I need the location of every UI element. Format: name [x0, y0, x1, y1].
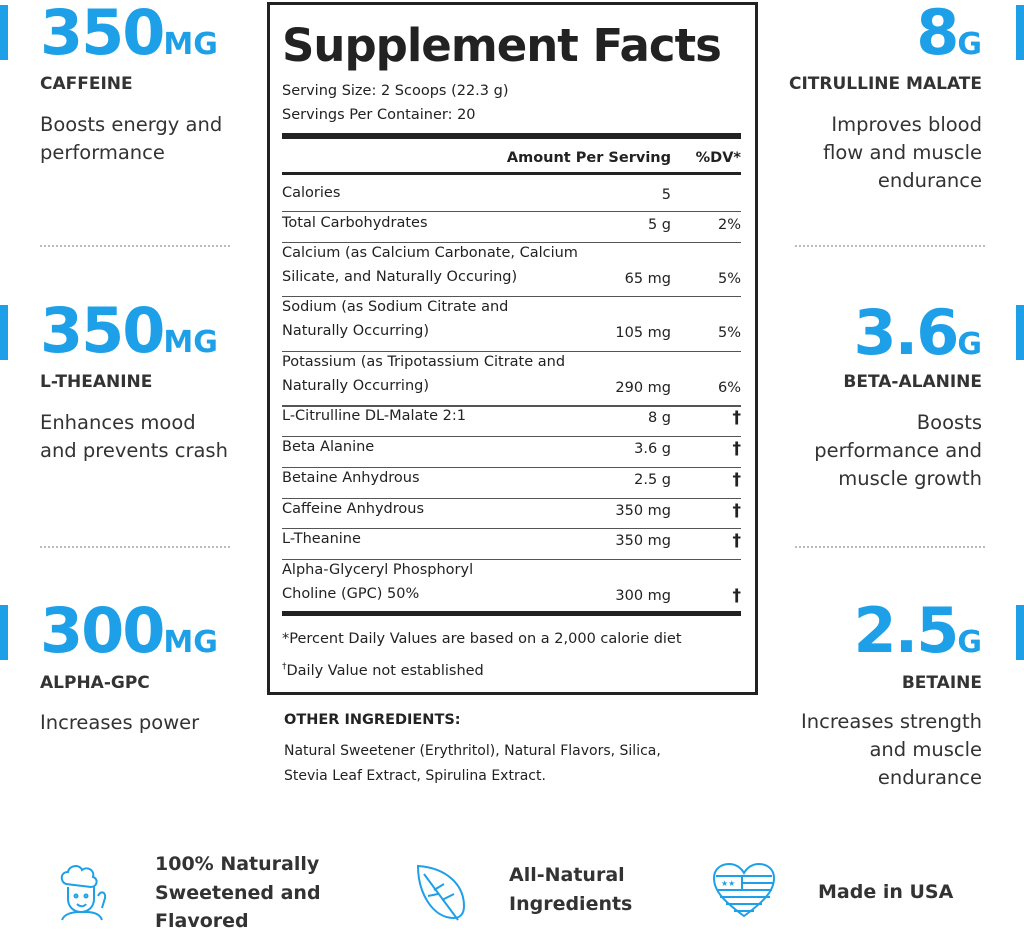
- nutrient-name-cont: Naturally Occurring): [282, 378, 429, 394]
- feature-made-in-usa: Made in USA: [818, 881, 954, 903]
- feature-all-natural: All-Natural Ingredients: [509, 864, 633, 915]
- nutrient-amount: 8 g: [647, 410, 671, 426]
- nutrient-dv: 2%: [717, 217, 741, 233]
- nutrient-amount: 3.6 g: [634, 441, 671, 457]
- row-divider: [282, 498, 741, 499]
- supplement-facts-panel: Supplement Facts Serving Size: 2 Scoops …: [267, 2, 758, 695]
- thick-rule: [282, 611, 741, 616]
- serving-size: Serving Size: 2 Scoops (22.3 g): [282, 83, 509, 99]
- accent-bar: [1016, 305, 1024, 360]
- nutrient-name: Calcium (as Calcium Carbonate, Calcium: [282, 245, 578, 261]
- alpha-gpc-label: ALPHA-GPC: [40, 673, 150, 693]
- accent-bar: [0, 5, 8, 60]
- divider: [795, 245, 985, 247]
- row-divider: [282, 528, 741, 529]
- theanine-amount: 350MG: [40, 294, 218, 367]
- accent-bar: [1016, 5, 1024, 60]
- beta-alanine-label: BETA-ALANINE: [843, 372, 982, 392]
- row-divider: [282, 242, 741, 243]
- accent-bar: [1016, 605, 1024, 660]
- caffeine-desc: Boosts energy and performance: [40, 113, 223, 164]
- thick-rule: [282, 133, 741, 139]
- accent-bar: [0, 305, 8, 360]
- divider: [40, 245, 230, 247]
- betaine-desc: Increases strength and muscle endurance: [800, 710, 982, 789]
- nutrient-amount: 5 g: [647, 217, 671, 233]
- caffeine-amount: 350MG: [40, 0, 218, 69]
- citrulline-desc: Improves blood flow and muscle endurance: [823, 113, 982, 192]
- nutrient-name-cont: Silicate, and Naturally Occuring): [282, 269, 518, 285]
- theanine-label: L-THEANINE: [40, 372, 153, 392]
- nutrient-name: Betaine Anhydrous: [282, 470, 420, 486]
- nutrient-dv: †: [732, 439, 742, 459]
- facts-title: Supplement Facts: [282, 19, 722, 72]
- row-divider: [282, 296, 741, 297]
- nutrient-name: Sodium (as Sodium Citrate and: [282, 299, 509, 315]
- row-divider: [282, 436, 741, 437]
- alpha-gpc-desc: Increases power: [40, 711, 200, 734]
- servings-per-container: Servings Per Container: 20: [282, 107, 476, 123]
- header-dv: %DV*: [695, 150, 741, 166]
- beta-alanine-amount: 3.6G: [853, 296, 982, 369]
- other-ingredients-title: OTHER INGREDIENTS:: [284, 712, 461, 728]
- nutrient-name: L-Citrulline DL-Malate 2:1: [282, 408, 466, 424]
- nutrient-amount: 5: [661, 187, 671, 203]
- other-ingredients-line: Stevia Leaf Extract, Spirulina Extract.: [284, 768, 546, 784]
- nutrient-amount: 2.5 g: [634, 472, 671, 488]
- nutrient-dv: 5%: [717, 325, 741, 341]
- theanine-desc: Enhances mood and prevents crash: [40, 411, 228, 462]
- nutrient-amount: 105 mg: [615, 325, 671, 341]
- nutrient-amount: 350 mg: [615, 503, 671, 519]
- nutrient-name: Potassium (as Tripotassium Citrate and: [282, 354, 566, 370]
- nutrient-dv: †: [732, 470, 742, 490]
- row-divider: [282, 559, 741, 560]
- citrulline-label: CITRULLINE MALATE: [789, 74, 982, 94]
- feature-naturally-sweetened: 100% Naturally Sweetened and Flavored: [155, 853, 321, 932]
- svg-text:★★: ★★: [721, 879, 735, 888]
- chef-icon: [60, 865, 107, 921]
- other-ingredients-line: Natural Sweetener (Erythritol), Natural …: [284, 743, 661, 759]
- row-divider: [282, 405, 741, 407]
- nutrient-name: Alpha-Glyceryl Phosphoryl: [282, 562, 474, 578]
- accent-bar: [0, 605, 8, 660]
- nutrient-dv: †: [732, 501, 742, 521]
- row-divider: [282, 351, 741, 352]
- nutrient-dv: 6%: [717, 380, 741, 396]
- nutrient-dv: †: [732, 531, 742, 551]
- nutrient-amount: 65 mg: [624, 271, 671, 287]
- caffeine-label: CAFFEINE: [40, 74, 133, 94]
- rule: [282, 172, 741, 175]
- footnote-dv: *Percent Daily Values are based on a 2,0…: [282, 631, 682, 647]
- leaf-icon: [416, 864, 466, 921]
- citrulline-amount: 8G: [916, 0, 982, 69]
- nutrient-name: Caffeine Anhydrous: [282, 501, 425, 517]
- nutrient-dv: †: [732, 586, 742, 606]
- divider: [795, 546, 985, 548]
- beta-alanine-desc: Boosts performance and muscle growth: [814, 411, 982, 490]
- row-divider: [282, 211, 741, 212]
- row-divider: [282, 467, 741, 468]
- nutrient-name: L-Theanine: [282, 531, 361, 547]
- betaine-label: BETAINE: [901, 673, 982, 693]
- usa-heart-icon: ★★: [712, 862, 776, 918]
- footnote-dagger: †Daily Value not established: [282, 662, 484, 679]
- nutrient-name: Calories: [282, 185, 341, 201]
- nutrient-name-cont: Choline (GPC) 50%: [282, 586, 420, 602]
- nutrient-name-cont: Naturally Occurring): [282, 323, 429, 339]
- header-amount: Amount Per Serving: [506, 150, 671, 166]
- nutrient-amount: 350 mg: [615, 533, 671, 549]
- nutrient-name: Total Carbohydrates: [282, 215, 428, 231]
- betaine-amount: 2.5G: [853, 594, 982, 667]
- nutrient-dv: 5%: [717, 271, 741, 287]
- nutrient-dv: †: [732, 408, 742, 428]
- nutrient-name: Beta Alanine: [282, 439, 375, 455]
- divider: [40, 546, 230, 548]
- alpha-gpc-amount: 300MG: [40, 594, 218, 667]
- nutrient-amount: 300 mg: [615, 588, 671, 604]
- nutrient-amount: 290 mg: [615, 380, 671, 396]
